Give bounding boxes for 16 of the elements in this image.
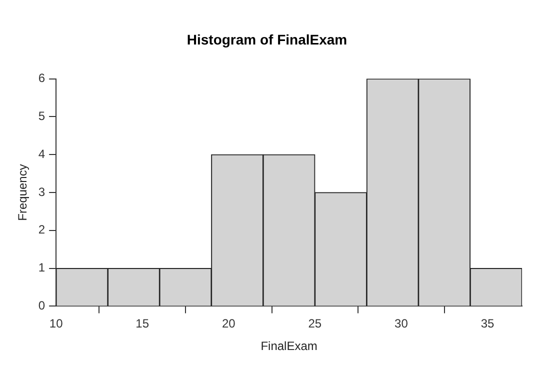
y-tick-label: 0 — [38, 298, 46, 313]
y-tick-label: 1 — [38, 260, 46, 275]
y-tick-label: 6 — [38, 71, 46, 86]
x-tick-label: 10 — [49, 316, 64, 331]
x-tick-label: 20 — [222, 316, 236, 331]
y-tick-label: 5 — [38, 109, 46, 124]
y-tick-label: 4 — [38, 146, 46, 161]
x-tick-label: 35 — [480, 316, 494, 331]
y-tick-label: 3 — [38, 184, 46, 199]
y-axis-title: Frequency — [16, 164, 30, 221]
y-tick-label: 2 — [38, 222, 46, 237]
x-axis-title: FinalExam — [260, 339, 318, 354]
x-tick-label: 25 — [308, 316, 322, 331]
x-tick-label: 15 — [136, 316, 150, 331]
x-tick-label: 30 — [394, 316, 408, 331]
chart-title: Histogram of FinalExam — [186, 31, 348, 48]
